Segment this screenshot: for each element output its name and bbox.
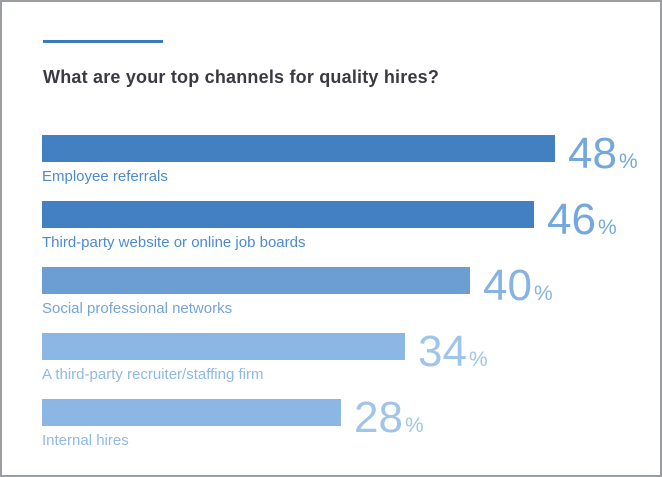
bar-line: 28% bbox=[42, 396, 642, 440]
bar bbox=[42, 333, 405, 360]
percent-sign: % bbox=[404, 414, 424, 437]
bar bbox=[42, 201, 534, 228]
bar bbox=[42, 135, 555, 162]
bar-label: Social professional networks bbox=[42, 300, 233, 317]
bar-line: 46% bbox=[42, 198, 642, 242]
chart-title: What are your top channels for quality h… bbox=[43, 67, 440, 87]
bar-value-number: 28 bbox=[354, 393, 403, 442]
chart-row: 28% Internal hires bbox=[42, 396, 642, 450]
percent-sign: % bbox=[468, 348, 488, 371]
bar-value: 34% bbox=[418, 330, 488, 378]
bar-label: A third-party recruiter/staffing firm bbox=[42, 366, 264, 383]
bar bbox=[42, 399, 341, 426]
percent-sign: % bbox=[533, 282, 553, 305]
bar-value-number: 48 bbox=[568, 129, 617, 178]
bar-chart: 48% Employee referrals 46% Third-party w… bbox=[42, 132, 642, 465]
bar bbox=[42, 267, 470, 294]
accent-line bbox=[43, 40, 163, 43]
bar-line: 34% bbox=[42, 330, 642, 374]
chart-row: 46% Third-party website or online job bo… bbox=[42, 198, 642, 252]
bar-value: 48% bbox=[568, 132, 638, 180]
bar-label: Internal hires bbox=[42, 432, 129, 449]
chart-row: 34% A third-party recruiter/staffing fir… bbox=[42, 330, 642, 384]
bar-value-number: 40 bbox=[483, 261, 532, 310]
bar-label: Third-party website or online job boards bbox=[42, 234, 306, 251]
bar-value: 40% bbox=[483, 264, 553, 312]
chart-row: 48% Employee referrals bbox=[42, 132, 642, 186]
percent-sign: % bbox=[618, 150, 638, 173]
bar-line: 48% bbox=[42, 132, 642, 176]
bar-value-number: 46 bbox=[547, 195, 596, 244]
chart-row: 40% Social professional networks bbox=[42, 264, 642, 318]
bar-value: 46% bbox=[547, 198, 617, 246]
percent-sign: % bbox=[597, 216, 617, 239]
bar-value-number: 34 bbox=[418, 327, 467, 376]
bar-value: 28% bbox=[354, 396, 424, 444]
bar-label: Employee referrals bbox=[42, 168, 168, 185]
bar-line: 40% bbox=[42, 264, 642, 308]
